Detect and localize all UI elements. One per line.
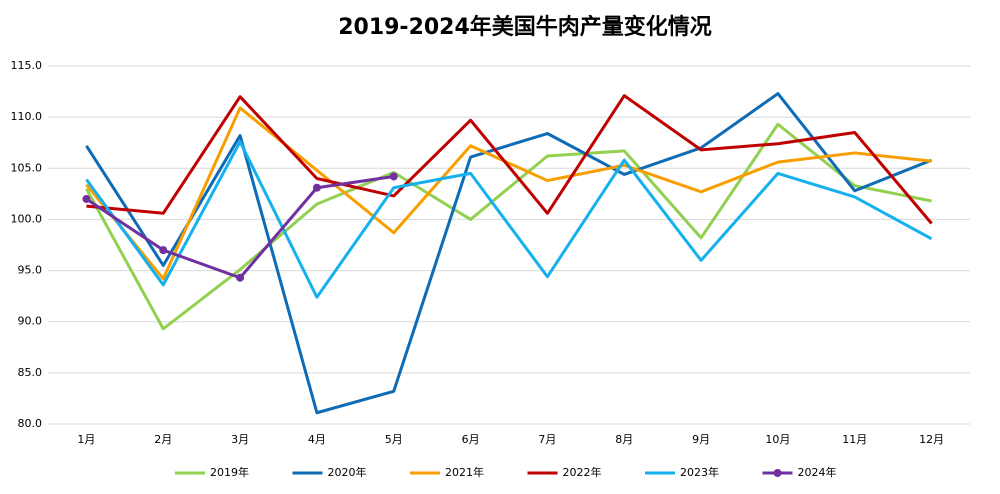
- x-tick-label: 12月: [919, 433, 944, 446]
- series-line: [85, 122, 932, 331]
- x-tick-label: 9月: [692, 433, 710, 446]
- x-tick-label: 1月: [77, 433, 95, 446]
- series-line: [85, 140, 933, 299]
- legend-marker: [773, 469, 782, 477]
- x-tick-label: 6月: [462, 433, 480, 446]
- y-tick-label: 100.0: [11, 212, 43, 225]
- y-tick-label: 85.0: [18, 366, 43, 379]
- point: [312, 183, 321, 192]
- x-tick-label: 7月: [538, 433, 556, 446]
- series-line: [85, 92, 933, 415]
- x-tick-label: 8月: [615, 433, 633, 446]
- x-tick-label: 2月: [154, 433, 172, 446]
- legend-label: 2023年: [680, 465, 719, 479]
- legend-label: 2020年: [328, 465, 367, 479]
- point: [236, 273, 245, 282]
- x-tick-label: 3月: [231, 433, 249, 446]
- point: [159, 246, 168, 255]
- y-tick-label: 95.0: [18, 264, 43, 277]
- x-tick-label: 4月: [308, 433, 326, 446]
- y-tick-label: 110.0: [11, 110, 43, 123]
- y-tick-label: 105.0: [11, 161, 43, 174]
- point: [389, 172, 398, 181]
- y-tick-label: 90.0: [18, 315, 43, 328]
- point: [82, 194, 91, 203]
- legend-label: 2022年: [563, 465, 602, 479]
- series-line: [86, 94, 933, 225]
- x-tick-label: 10月: [765, 433, 790, 446]
- legend-label: 2024年: [798, 465, 837, 479]
- chart-title: 2019-2024年美国牛肉产量变化情况: [338, 14, 712, 40]
- x-tick-label: 11月: [842, 433, 867, 446]
- x-tick-label: 5月: [385, 433, 403, 446]
- y-tick-label: 80.0: [18, 417, 43, 430]
- y-tick-label: 115.0: [11, 59, 43, 72]
- legend-label: 2019年: [210, 465, 249, 479]
- series-line: [85, 106, 932, 281]
- legend-label: 2021年: [445, 465, 484, 479]
